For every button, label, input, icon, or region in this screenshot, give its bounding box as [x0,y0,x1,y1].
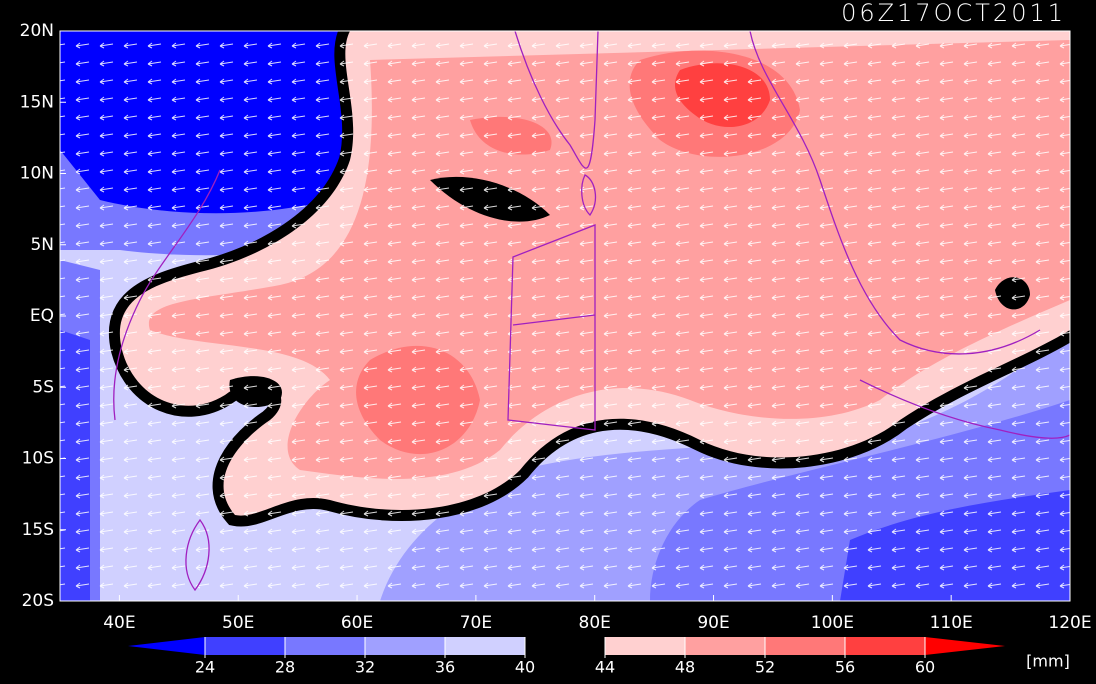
colorbar-label: 40 [515,658,535,677]
lon-tick-label: 80E [579,613,611,633]
lat-tick-label: 5S [32,377,54,397]
lon-tick-label: 110E [930,613,973,633]
lat-tick-label: 20N [20,21,54,41]
lat-tick-label: 15S [22,520,54,540]
colorbar-label: 32 [355,658,375,677]
colorbar-high [925,637,1005,655]
colorbar-box [525,637,605,655]
colorbar-label: 52 [755,658,775,677]
colorbar-box [365,637,445,655]
lon-tick-label: 70E [460,613,492,633]
colorbar-box [765,637,845,655]
colorbar-label: 44 [595,658,615,677]
lat-tick-label: 10S [22,449,54,469]
wind-vectors [60,31,1070,601]
colorbar-box [205,637,285,655]
lon-tick-label: 90E [697,613,729,633]
colorbar-label: 36 [435,658,455,677]
lon-tick-label: 60E [341,613,373,633]
colorbar-low [128,637,205,655]
colorbar-box [285,637,365,655]
lat-tick-label: 10N [20,164,54,184]
colorbar-label: 48 [675,658,695,677]
colorbar-box [445,637,525,655]
colorbar-unit: [mm] [1026,652,1070,671]
lat-tick-label: 20S [22,591,54,611]
lon-tick-label: 50E [222,613,254,633]
colorbar-box [845,637,925,655]
colorbar-label: 28 [275,658,295,677]
map-title: 06Z17OCT2011 [841,0,1066,27]
colorbar-label: 60 [915,658,935,677]
colorbar-label: 56 [835,658,855,677]
coastlines [113,31,1070,592]
lon-tick-label: 100E [811,613,854,633]
lon-tick-label: 120E [1048,613,1091,633]
lat-tick-label: EQ [30,306,54,326]
lat-tick-label: 15N [20,92,54,112]
lon-tick-label: 40E [103,613,135,633]
lat-tick-label: 5N [30,235,54,255]
colorbar-label: 24 [195,658,215,677]
contour-field [60,31,1070,601]
colorbar-box [685,637,765,655]
colorbar-box [605,637,685,655]
